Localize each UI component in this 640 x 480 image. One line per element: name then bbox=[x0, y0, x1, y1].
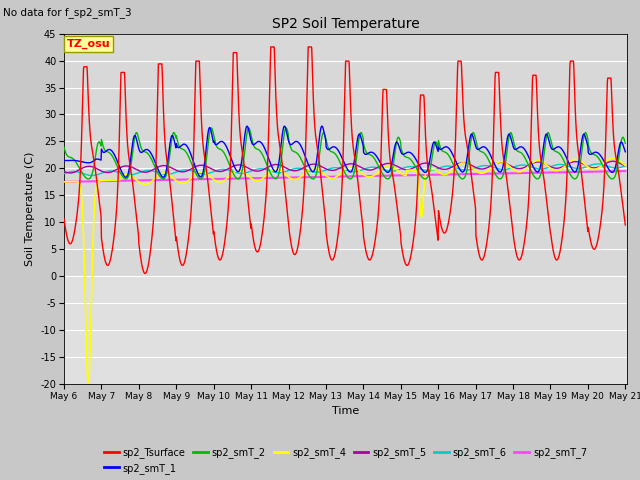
Bar bbox=[64, 34, 627, 276]
Text: No data for f_sp2_smT_3: No data for f_sp2_smT_3 bbox=[3, 7, 132, 18]
Bar bbox=[64, 276, 627, 384]
Legend: sp2_Tsurface, sp2_smT_1, sp2_smT_2, sp2_smT_4, sp2_smT_5, sp2_smT_6, sp2_smT_7: sp2_Tsurface, sp2_smT_1, sp2_smT_2, sp2_… bbox=[100, 443, 591, 478]
Title: SP2 Soil Temperature: SP2 Soil Temperature bbox=[272, 17, 419, 31]
Y-axis label: Soil Temperature (C): Soil Temperature (C) bbox=[25, 152, 35, 266]
Text: TZ_osu: TZ_osu bbox=[67, 39, 111, 49]
X-axis label: Time: Time bbox=[332, 406, 359, 416]
